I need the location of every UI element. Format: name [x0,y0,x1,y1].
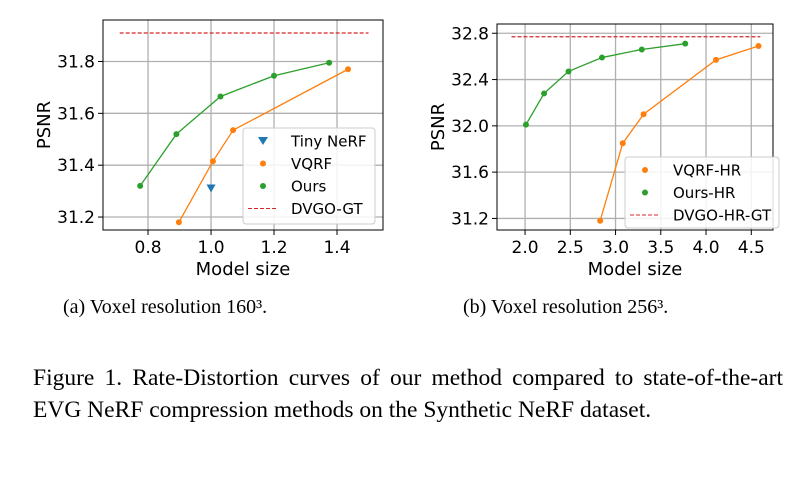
caption-a: (a) Voxel resolution 160³. [63,296,268,318]
x-tick-label: 2.5 [557,238,584,258]
data-point [712,56,719,63]
legend-label: DVGO-HR-GT [673,207,772,225]
data-point [565,68,572,75]
y-tick-label: 32.4 [451,71,489,91]
series-tiny-nerf [206,184,216,193]
y-tick-label: 31.2 [57,208,95,228]
data-point [345,66,352,73]
data-point [598,54,605,61]
data-point [173,131,180,138]
x-tick-label: 2.0 [512,238,539,258]
axes-frame [496,23,774,231]
data-point [137,182,144,189]
y-tick-label: 32.8 [451,24,489,44]
legend-label: VQRF-HR [673,162,741,180]
x-tick-label: 3.5 [647,238,674,258]
x-axis-label: Model size [588,259,683,280]
data-point [326,59,333,66]
legend-swatch [260,183,266,189]
legend-swatch [258,137,268,145]
legend-box [624,156,780,229]
y-tick-label: 32.0 [451,117,489,137]
data-point [209,158,216,165]
legend-label: DVGO-GT [291,200,363,218]
data-point [271,72,278,79]
legend-swatch [642,189,648,196]
series-vqrf-hr [597,42,762,224]
legend: Tiny NeRF VQRF Ours DVGO-GT [242,127,376,225]
chart-1: 2.0 2.5 3.0 3.5 4.0 4.5 31.2 31.6 32.0 32.4 32.8 Mo… [428,23,780,280]
y-tick-label: 31.6 [451,163,489,183]
y-axis-label: PSNR [428,103,449,151]
y-tick-label: 31.6 [57,104,95,124]
data-point [682,40,689,47]
data-point [619,140,626,147]
data-point [230,127,237,134]
axes-frame [102,19,384,231]
data-point [597,217,604,224]
series-ours [137,59,333,189]
x-tick-label: 4.5 [738,238,765,258]
legend-swatch [642,167,648,173]
x-tick-label: 1.4 [323,238,350,258]
y-tick-label: 31.4 [57,156,95,176]
series-line [525,43,686,126]
legend-label: Ours [291,178,326,196]
data-point [640,111,647,118]
data-point [522,121,529,128]
legend-box [242,127,376,225]
data-point [638,46,645,53]
data-point [755,42,762,49]
legend: VQRF-HR Ours-HR DVGO-HR-GT [624,156,780,229]
series-line [178,68,349,223]
legend-label: Tiny NeRF [290,133,367,151]
x-axis-label: Model size [196,259,291,280]
series-ours-hr [522,40,689,128]
chart-0: 0.8 1.0 1.2 1.4 31.2 31.4 31.6 31.8 Model size PS… [34,19,384,280]
legend-swatch [260,160,266,167]
y-tick-label: 31.8 [57,52,95,72]
x-tick-label: 4.0 [693,238,720,258]
data-point [541,90,548,97]
y-tick-label: 31.2 [451,209,489,229]
legend-label: VQRF [291,155,332,173]
data-point [206,184,216,193]
legend-label: Ours-HR [673,184,735,202]
caption-b: (b) Voxel resolution 256³. [463,296,669,318]
series-vqrf [175,66,352,226]
x-tick-label: 1.0 [198,238,225,258]
x-tick-label: 0.8 [135,238,162,258]
data-point [175,219,182,226]
y-axis-label: PSNR [34,101,55,149]
data-point [217,93,224,100]
x-tick-label: 1.2 [261,238,288,258]
x-tick-label: 3.0 [602,238,629,258]
figure-caption: Figure 1. Rate-Distortion curves of our … [33,365,783,423]
